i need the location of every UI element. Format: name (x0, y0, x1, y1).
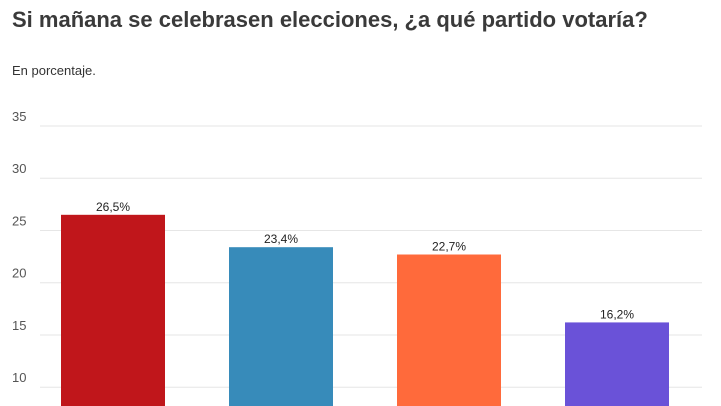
data-labels: 26,5% 23,4% 22,7% 16,2% (96, 200, 634, 322)
bar-value-label: 23,4% (264, 232, 298, 246)
bar (397, 254, 501, 406)
y-tick-label: 25 (12, 213, 26, 228)
y-tick-label: 30 (12, 161, 26, 176)
bars (61, 214, 669, 406)
y-tick-label: 20 (12, 266, 26, 281)
y-tick-label: 15 (12, 318, 26, 333)
bar (229, 247, 333, 406)
chart-subtitle: En porcentaje. (12, 63, 96, 78)
bar-value-label: 22,7% (432, 240, 466, 254)
bar (565, 322, 669, 406)
y-axis-ticks: 10 15 20 25 30 35 (12, 109, 26, 385)
bar (61, 214, 165, 406)
y-tick-label: 35 (12, 109, 26, 124)
bar-value-label: 26,5% (96, 200, 130, 214)
bar-value-label: 16,2% (600, 307, 634, 321)
chart-title: Si mañana se celebrasen elecciones, ¿a q… (12, 7, 648, 32)
y-tick-label: 10 (12, 370, 26, 385)
